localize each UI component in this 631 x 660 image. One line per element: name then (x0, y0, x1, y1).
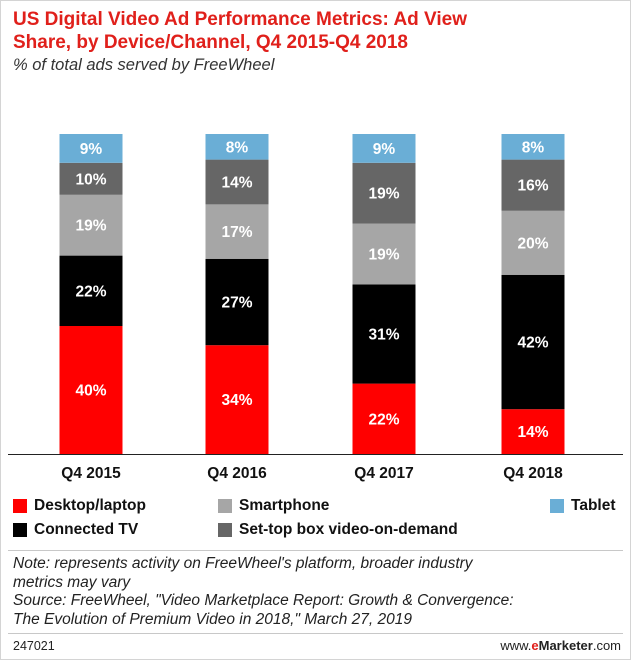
bar-segment-smartphone-q4-2015 (59, 194, 123, 256)
note-line-1: Note: represents activity on FreeWheel's… (13, 555, 473, 572)
data-label-connected-tv-q4-2017: 31% (368, 327, 399, 344)
data-label-tablet-q4-2016: 8% (226, 139, 249, 156)
x-tick-label-q4-2016: Q4 2016 (207, 465, 267, 482)
divider-bottom (8, 633, 623, 634)
emarketer-logo: www.eMarketer.com (500, 638, 621, 653)
bar-segment-tablet-q4-2015 (59, 134, 123, 163)
source-line-1: Source: FreeWheel, "Video Marketplace Re… (13, 592, 514, 609)
data-label-desktop-laptop-q4-2016: 34% (221, 392, 252, 409)
bar-segment-smartphone-q4-2017 (352, 223, 416, 285)
brand-marketer: Marketer (538, 638, 593, 653)
chart-title: US Digital Video Ad Performance Metrics:… (13, 8, 613, 54)
bar-segment-connected-tv-q4-2017 (352, 284, 416, 384)
brand-e: e (531, 638, 539, 653)
legend-swatch-desktop-laptop (13, 499, 27, 513)
x-tick-label-q4-2018: Q4 2018 (503, 465, 563, 482)
legend-item-smartphone: Smartphone (218, 497, 329, 515)
data-label-smartphone-q4-2016: 17% (221, 224, 252, 241)
chart-subtitle: % of total ads served by FreeWheel (13, 56, 275, 74)
data-label-smartphone-q4-2018: 20% (517, 235, 548, 252)
bar-segment-smartphone-q4-2016 (205, 204, 269, 259)
legend-label-set-top-box: Set-top box video-on-demand (239, 521, 458, 538)
bar-segment-connected-tv-q4-2018 (501, 274, 565, 410)
data-label-desktop-laptop-q4-2018: 14% (517, 424, 548, 441)
data-label-tablet-q4-2015: 9% (80, 141, 103, 158)
divider-top (8, 550, 623, 551)
data-label-set-top-box-video-on-demand-q4-2018: 16% (517, 178, 548, 195)
legend-label-desktop-laptop: Desktop/laptop (34, 497, 146, 514)
note-line-2: metrics may vary (13, 573, 131, 591)
data-label-tablet-q4-2018: 8% (522, 139, 545, 156)
legend-label-connected-tv: Connected TV (34, 521, 139, 538)
data-label-tablet-q4-2017: 9% (373, 141, 396, 158)
bar-segment-desktop-laptop-q4-2017 (352, 383, 416, 454)
bar-segment-tablet-q4-2017 (352, 134, 416, 163)
source-line-2: The Evolution of Premium Video in 2018,"… (13, 610, 412, 628)
x-tick-label-q4-2015: Q4 2015 (61, 465, 121, 482)
bar-segment-desktop-laptop-q4-2015 (59, 326, 123, 454)
bar-segment-desktop-laptop-q4-2018 (501, 409, 565, 454)
data-label-set-top-box-video-on-demand-q4-2015: 10% (75, 171, 106, 188)
chart-title-line-1: US Digital Video Ad Performance Metrics:… (13, 9, 468, 30)
note-block: Note: represents activity on FreeWheel's… (13, 555, 613, 629)
legend-swatch-smartphone (218, 499, 232, 513)
bar-segment-set-top-box-video-on-demand-q4-2018 (501, 159, 565, 211)
chart-title-line-2: Share, by Device/Channel, Q4 2015-Q4 201… (13, 32, 408, 53)
data-label-desktop-laptop-q4-2017: 22% (368, 411, 399, 428)
stacked-bar-chart: 40% 22% 19% 10% 9% Q4 2015 34% 27% 17% 14% 8% Q4 20… (8, 134, 623, 482)
bar-segment-set-top-box-video-on-demand-q4-2016 (205, 159, 269, 205)
legend-label-smartphone: Smartphone (239, 497, 330, 514)
bar-segment-set-top-box-video-on-demand-q4-2017 (352, 162, 416, 224)
bar-segment-connected-tv-q4-2015 (59, 255, 123, 326)
chart-id: 247021 (13, 639, 55, 653)
data-label-set-top-box-video-on-demand-q4-2017: 19% (368, 186, 399, 203)
legend-item-set-top-box: Set-top box video-on-demand (218, 521, 458, 539)
data-label-desktop-laptop-q4-2015: 40% (75, 383, 106, 400)
bar-segment-tablet-q4-2018 (501, 134, 565, 160)
data-label-connected-tv-q4-2016: 27% (221, 295, 252, 312)
bar-segment-smartphone-q4-2018 (501, 210, 565, 275)
bar-segment-desktop-laptop-q4-2016 (205, 345, 269, 454)
legend-item-desktop-laptop: Desktop/laptop (13, 497, 146, 515)
legend-label-tablet: Tablet (571, 497, 616, 514)
bar-segment-set-top-box-video-on-demand-q4-2015 (59, 162, 123, 195)
bar-segment-connected-tv-q4-2016 (205, 258, 269, 346)
data-label-connected-tv-q4-2018: 42% (517, 335, 548, 352)
x-tick-label-q4-2017: Q4 2017 (354, 465, 413, 482)
legend-item-tablet: Tablet (550, 497, 616, 515)
data-label-smartphone-q4-2017: 19% (368, 247, 399, 264)
legend-item-connected-tv: Connected TV (13, 521, 138, 539)
legend-swatch-tablet (550, 499, 564, 513)
data-label-smartphone-q4-2015: 19% (75, 218, 106, 235)
brand-suffix: .com (592, 638, 621, 653)
bar-segment-tablet-q4-2016 (205, 134, 269, 160)
data-label-set-top-box-video-on-demand-q4-2016: 14% (221, 175, 252, 192)
legend-swatch-set-top-box (218, 523, 232, 537)
legend-swatch-connected-tv (13, 523, 27, 537)
brand-prefix: www. (500, 638, 532, 653)
data-label-connected-tv-q4-2015: 22% (75, 283, 106, 300)
